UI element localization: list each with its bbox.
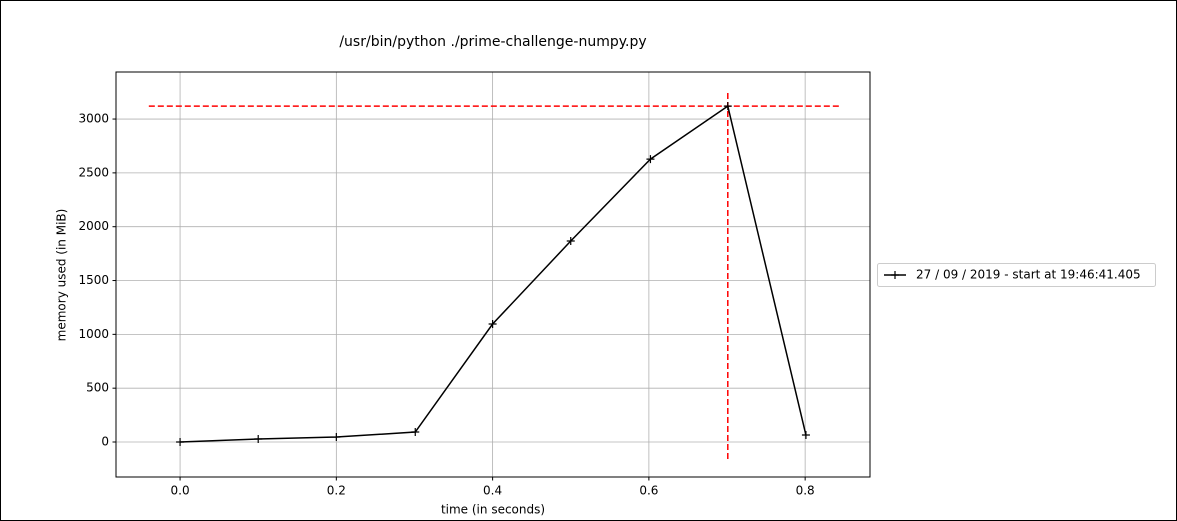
- point-marker: [801, 431, 810, 440]
- point-marker: [566, 237, 575, 246]
- y-tick-label: 1500: [78, 273, 109, 287]
- y-tick-label: 2500: [78, 165, 109, 179]
- x-tick-label: 0.2: [327, 484, 346, 498]
- y-tick-label: 1000: [78, 327, 109, 341]
- y-tick-label: 2000: [78, 219, 109, 233]
- y-tick-label: 0: [101, 435, 109, 449]
- plot-frame: [115, 71, 871, 478]
- legend-marker: [891, 271, 899, 279]
- point-marker: [176, 438, 185, 447]
- y-axis-label: memory used (in MiB): [55, 209, 69, 342]
- y-tick-label: 3000: [78, 112, 109, 126]
- x-tick-label: 0.8: [796, 484, 815, 498]
- chart-title: /usr/bin/python ./prime-challenge-numpy.…: [339, 34, 646, 50]
- point-marker: [332, 433, 341, 442]
- y-tick-label: 500: [86, 381, 109, 395]
- x-tick-label: 0.6: [639, 484, 658, 498]
- x-axis-label: time (in seconds): [441, 503, 545, 517]
- x-tick-label: 0.0: [171, 484, 190, 498]
- point-marker: [646, 155, 655, 164]
- point-marker: [254, 434, 263, 443]
- x-tick-label: 0.4: [483, 484, 502, 498]
- point-marker: [723, 102, 732, 111]
- point-marker: [411, 428, 420, 436]
- legend-label: 27 / 09 / 2019 - start at 19:46:41.405: [916, 268, 1141, 282]
- legend-box: [877, 263, 1156, 287]
- point-marker: [488, 320, 497, 329]
